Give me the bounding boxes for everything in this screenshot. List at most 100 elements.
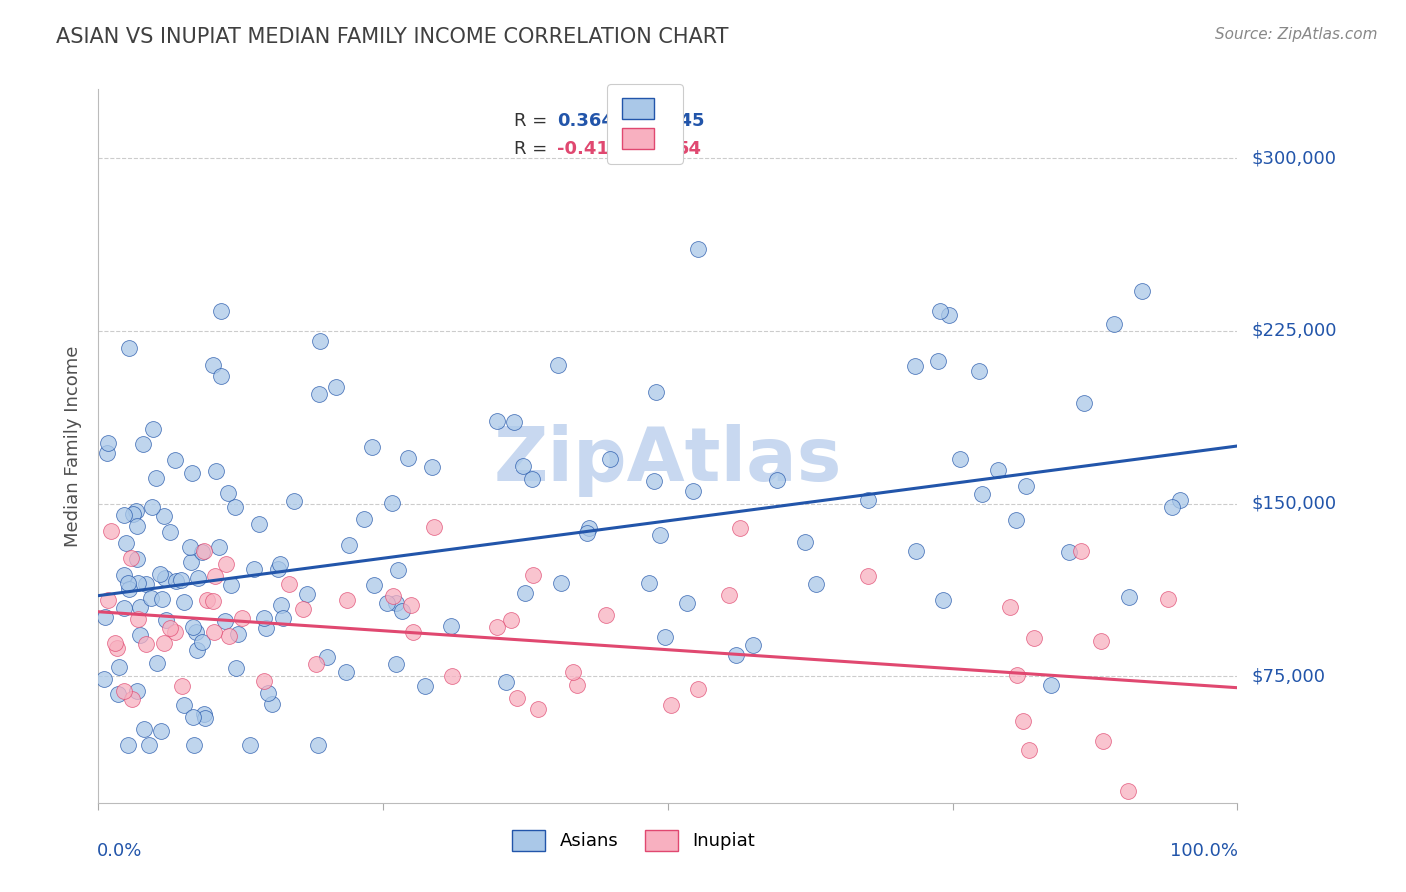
Point: [794, 535, 817, 549]
Point: [180, 556, 202, 570]
Point: [1130, 285, 1153, 299]
Point: [512, 459, 534, 474]
Text: R =: R =: [515, 112, 553, 129]
Point: [385, 596, 408, 610]
Text: ZipAtlas: ZipAtlas: [494, 424, 842, 497]
Point: [159, 525, 181, 540]
Point: [153, 636, 176, 650]
Point: [1022, 632, 1045, 646]
Text: 54: 54: [676, 140, 702, 158]
Point: [766, 473, 789, 487]
Point: [387, 563, 409, 577]
Point: [159, 621, 181, 635]
Point: [283, 494, 305, 508]
Point: [97, 593, 120, 607]
Point: [987, 463, 1010, 477]
Point: [146, 656, 169, 670]
Point: [266, 562, 288, 576]
Point: [127, 575, 149, 590]
Point: [1018, 743, 1040, 757]
Point: [1161, 500, 1184, 515]
Point: [291, 602, 314, 616]
Point: [522, 567, 544, 582]
Point: [929, 304, 952, 318]
Point: [202, 624, 225, 639]
Point: [135, 637, 157, 651]
Point: [204, 569, 226, 583]
Point: [295, 586, 318, 600]
Point: [1005, 513, 1028, 527]
Point: [179, 540, 201, 554]
Point: [277, 576, 299, 591]
Point: [1059, 544, 1081, 558]
Point: [104, 636, 127, 650]
Point: [441, 669, 464, 683]
Point: [402, 625, 425, 640]
Point: [307, 738, 329, 752]
Point: [145, 471, 167, 485]
Point: [214, 614, 236, 628]
Text: 0.364: 0.364: [557, 112, 614, 129]
Point: [308, 334, 330, 348]
Point: [204, 464, 226, 478]
Text: Source: ZipAtlas.com: Source: ZipAtlas.com: [1215, 27, 1378, 42]
Point: [931, 593, 953, 607]
Point: [575, 526, 598, 541]
Point: [135, 576, 157, 591]
Point: [253, 611, 276, 625]
Point: [550, 576, 572, 591]
Point: [495, 675, 517, 690]
Point: [121, 507, 143, 521]
Point: [155, 614, 177, 628]
Point: [247, 517, 270, 532]
Text: 0.0%: 0.0%: [97, 842, 142, 860]
Text: $150,000: $150,000: [1251, 494, 1336, 513]
Point: [643, 474, 665, 488]
Point: [742, 638, 765, 652]
Point: [1073, 396, 1095, 410]
Point: [150, 591, 173, 606]
Point: [191, 545, 214, 559]
Point: [904, 544, 927, 558]
Point: [125, 519, 148, 533]
Point: [107, 687, 129, 701]
Point: [173, 595, 195, 609]
Point: [112, 508, 135, 523]
Point: [202, 593, 225, 607]
Point: [132, 437, 155, 451]
Text: $225,000: $225,000: [1251, 322, 1337, 340]
Point: [1070, 543, 1092, 558]
Point: [486, 414, 509, 428]
Point: [262, 697, 284, 711]
Point: [139, 591, 162, 605]
Point: [325, 380, 347, 394]
Point: [121, 692, 143, 706]
Point: [391, 604, 413, 618]
Point: [239, 738, 262, 752]
Point: [856, 569, 879, 583]
Point: [209, 304, 232, 318]
Point: [270, 599, 292, 613]
Point: [231, 611, 253, 625]
Point: [353, 512, 375, 526]
Point: [127, 684, 149, 698]
Point: [1102, 317, 1125, 331]
Point: [173, 698, 195, 712]
Point: [654, 631, 676, 645]
Point: [440, 619, 463, 633]
Point: [209, 369, 232, 384]
Point: [599, 452, 621, 467]
Point: [215, 557, 238, 571]
Point: [422, 519, 444, 533]
Point: [1168, 493, 1191, 508]
Point: [269, 558, 291, 572]
Point: [186, 642, 208, 657]
Point: [170, 573, 193, 587]
Point: [305, 657, 328, 672]
Point: [967, 364, 990, 378]
Point: [217, 486, 239, 500]
Point: [96, 446, 118, 460]
Point: [513, 586, 536, 600]
Point: [117, 738, 139, 752]
Point: [94, 610, 117, 624]
